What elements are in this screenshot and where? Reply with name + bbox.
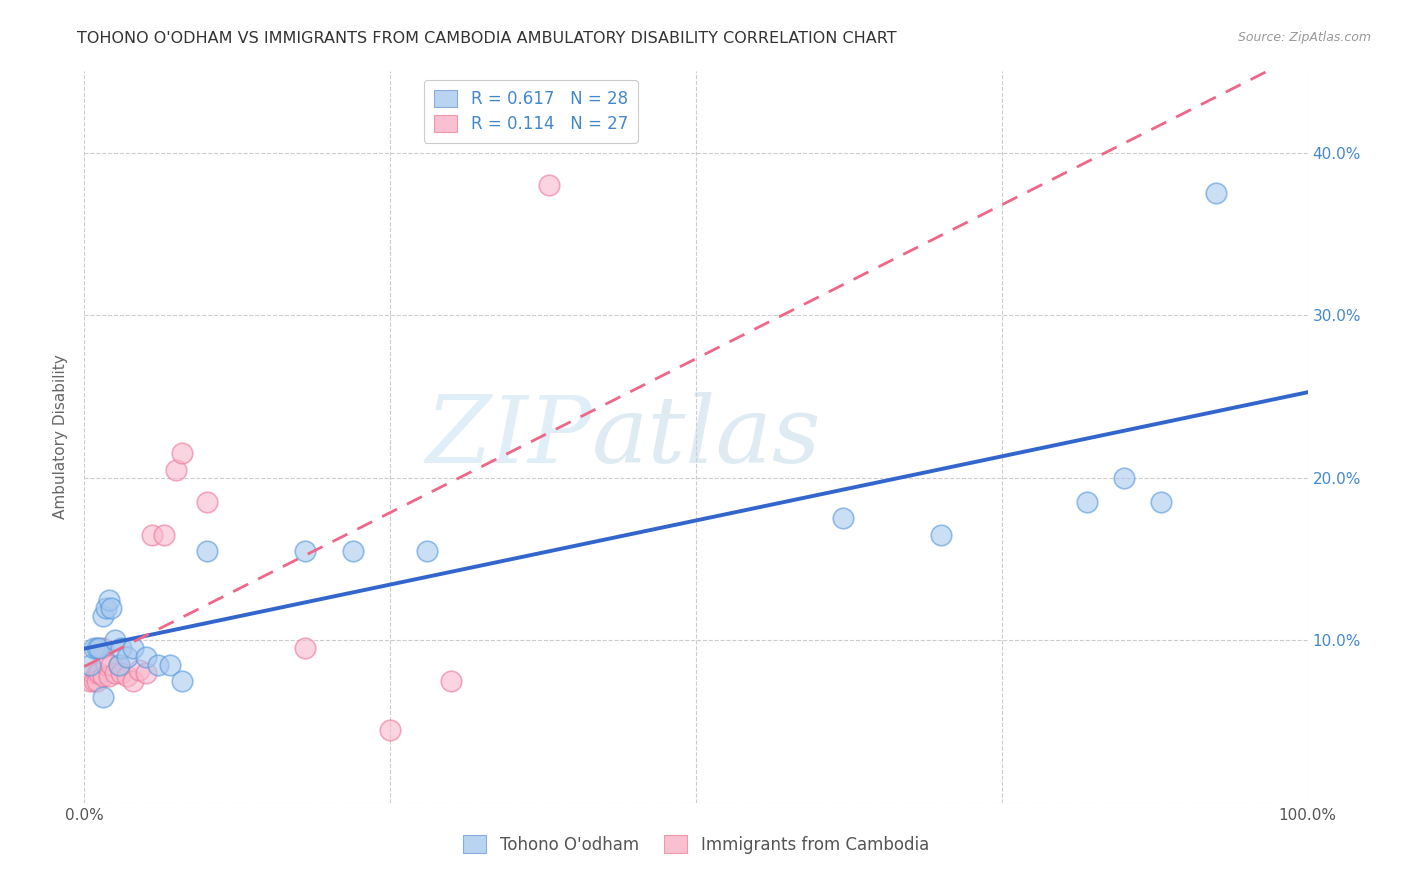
Point — [195, 495, 218, 509]
Point — [97, 592, 120, 607]
Point — [159, 657, 181, 672]
Point — [110, 665, 132, 680]
Point — [416, 544, 439, 558]
Point — [107, 657, 129, 672]
Point — [538, 178, 561, 193]
Point — [380, 723, 402, 737]
Point — [91, 669, 114, 683]
Text: atlas: atlas — [592, 392, 821, 482]
Point — [87, 641, 110, 656]
Point — [86, 641, 108, 656]
Point — [115, 669, 138, 683]
Point — [86, 665, 108, 680]
Point — [1114, 471, 1136, 485]
Point — [100, 600, 122, 615]
Point — [96, 657, 118, 672]
Point — [115, 649, 138, 664]
Point — [80, 665, 103, 680]
Point — [146, 657, 169, 672]
Point — [172, 446, 194, 460]
Point — [83, 641, 105, 656]
Y-axis label: Ambulatory Disability: Ambulatory Disability — [53, 355, 69, 519]
Point — [929, 527, 952, 541]
Point — [86, 673, 108, 688]
Point — [96, 600, 118, 615]
Point — [87, 665, 110, 680]
Point — [128, 663, 150, 677]
Text: TOHONO O'ODHAM VS IMMIGRANTS FROM CAMBODIA AMBULATORY DISABILITY CORRELATION CHA: TOHONO O'ODHAM VS IMMIGRANTS FROM CAMBOD… — [77, 31, 897, 46]
Legend: Tohono O'odham, Immigrants from Cambodia: Tohono O'odham, Immigrants from Cambodia — [457, 829, 935, 860]
Point — [153, 527, 176, 541]
Point — [342, 544, 364, 558]
Point — [79, 673, 101, 688]
Point — [135, 649, 157, 664]
Point — [172, 673, 194, 688]
Point — [104, 633, 127, 648]
Text: Source: ZipAtlas.com: Source: ZipAtlas.com — [1237, 31, 1371, 45]
Point — [91, 641, 114, 656]
Point — [1205, 186, 1227, 201]
Point — [104, 665, 127, 680]
Point — [122, 641, 145, 656]
Point — [135, 665, 157, 680]
Point — [294, 641, 316, 656]
Text: ZIP: ZIP — [426, 392, 592, 482]
Point — [440, 673, 463, 688]
Point — [1150, 495, 1173, 509]
Point — [100, 657, 122, 672]
Point — [1076, 495, 1098, 509]
Point — [91, 690, 114, 705]
Point — [79, 657, 101, 672]
Point — [294, 544, 316, 558]
Point — [97, 669, 120, 683]
Point — [195, 544, 218, 558]
Point — [165, 462, 187, 476]
Point — [831, 511, 853, 525]
Point — [141, 527, 163, 541]
Point — [110, 641, 132, 656]
Point — [91, 608, 114, 623]
Point — [83, 673, 105, 688]
Point — [107, 657, 129, 672]
Point — [122, 673, 145, 688]
